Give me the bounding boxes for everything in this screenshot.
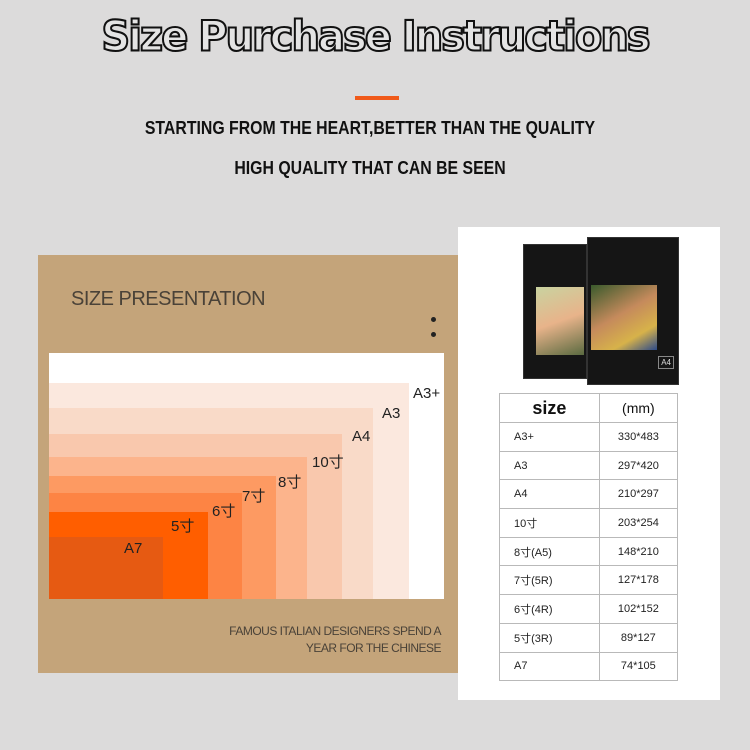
size-cell: 7寸(5R) — [499, 565, 600, 596]
dimension-cell: 89*127 — [598, 622, 679, 653]
dimension-cell: 127*178 — [598, 565, 679, 596]
dimension-cell: 74*105 — [598, 651, 679, 682]
size-label: 7寸 — [242, 488, 266, 505]
footer-line: FAMOUS ITALIAN DESIGNERS SPEND A — [229, 624, 441, 638]
page-title: Size Purchase Instructions — [100, 12, 651, 62]
product-box-front: A4 — [587, 237, 679, 385]
size-layer-a7 — [49, 537, 163, 599]
size-label: 8寸 — [278, 474, 302, 491]
size-cell: 6寸(4R) — [499, 594, 600, 624]
dimension-cell: 330*483 — [598, 422, 679, 452]
dot-icon — [431, 317, 436, 322]
table-row: A3+ 330*483 — [499, 422, 679, 452]
dimension-cell: 203*254 — [598, 508, 679, 538]
panel-footer: FAMOUS ITALIAN DESIGNERS SPEND A YEAR FO… — [229, 623, 441, 657]
size-label: A3 — [382, 405, 401, 422]
size-comparison-graphic: A3+ A3 A4 10寸 8寸 7寸 6寸 5寸 A7 — [49, 353, 444, 599]
size-table-card: A4 size (mm) A3+ 330*483 A3 297*420 A4 210*29… — [458, 227, 720, 700]
size-cell: A7 — [499, 651, 600, 682]
size-cell: A3+ — [499, 422, 600, 452]
product-box-back — [523, 244, 587, 379]
size-table: size (mm) A3+ 330*483 A3 297*420 A4 210*297 10… — [499, 393, 679, 682]
size-cell: A4 — [499, 479, 600, 510]
dimension-cell: 148*210 — [598, 536, 679, 567]
size-label: A7 — [124, 540, 143, 557]
product-photo — [591, 285, 657, 350]
footer-line: YEAR FOR THE CHINESE — [305, 641, 442, 655]
size-cell: 8寸(A5) — [499, 536, 600, 567]
table-row: A4 210*297 — [499, 479, 679, 510]
size-label: A4 — [352, 428, 371, 445]
column-header-size: size — [499, 393, 600, 423]
panel-title: SIZE PRESENTATION — [71, 288, 266, 310]
table-row: 5寸(3R) 89*127 — [499, 622, 679, 653]
tagline-2: HIGH QUALITY THAT CAN BE SEEN — [234, 158, 506, 178]
dimension-cell: 210*297 — [598, 479, 679, 510]
table-row: A3 297*420 — [499, 450, 679, 481]
dot-icon — [431, 332, 436, 337]
table-row: 10寸 203*254 — [499, 508, 679, 538]
size-label: 6寸 — [212, 503, 236, 520]
size-label: A3+ — [413, 385, 441, 402]
product-size-badge: A4 — [658, 356, 674, 369]
table-row: 6寸(4R) 102*152 — [499, 594, 679, 624]
size-presentation-panel: SIZE PRESENTATION A3+ A3 A4 10寸 8寸 7寸 6寸… — [38, 255, 458, 673]
size-label: 10寸 — [312, 454, 344, 471]
size-cell: 10寸 — [499, 508, 600, 538]
accent-divider — [355, 96, 399, 100]
tagline-1: STARTING FROM THE HEART,BETTER THAN THE … — [144, 118, 596, 138]
size-cell: 5寸(3R) — [499, 622, 600, 653]
dimension-cell: 297*420 — [598, 450, 679, 481]
size-cell: A3 — [499, 450, 600, 481]
product-photo — [536, 287, 584, 355]
table-row: A7 74*105 — [499, 651, 679, 682]
size-label: 5寸 — [171, 518, 195, 535]
column-header-mm: (mm) — [598, 393, 679, 423]
table-row: 8寸(A5) 148*210 — [499, 536, 679, 567]
dimension-cell: 102*152 — [598, 594, 679, 624]
table-row: 7寸(5R) 127*178 — [499, 565, 679, 596]
